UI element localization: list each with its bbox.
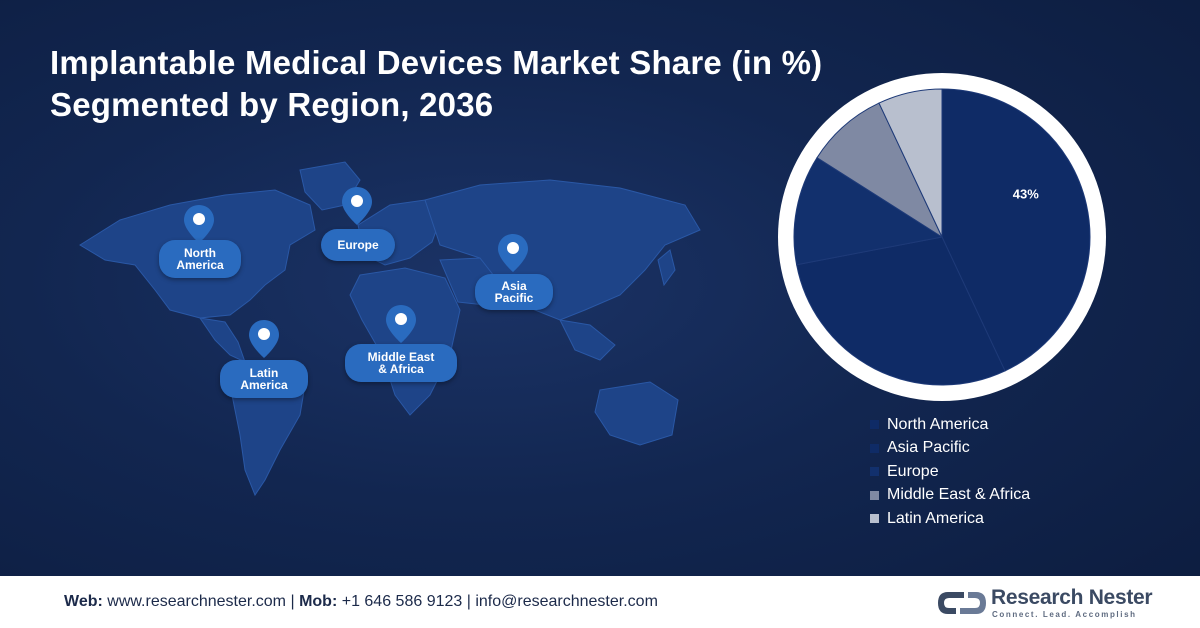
pin-icon-middle-east-africa — [386, 305, 416, 343]
legend-swatch — [870, 514, 879, 524]
legend-item-north-america: North America — [870, 413, 1170, 437]
latin-america-label-line-2: America — [240, 378, 288, 392]
map-japan — [657, 249, 676, 287]
research-nester-logo: Research Nester Connect. Lead. Accomplis… — [936, 585, 1166, 621]
middle-east-africa-label-line-1: Middle East — [367, 350, 435, 364]
email-link[interactable]: info@researchnester.com — [475, 593, 658, 610]
legend-swatch — [870, 467, 879, 477]
latin-america-label-line-1: Latin — [249, 366, 279, 380]
map-central-america — [198, 317, 246, 363]
legend-item-asia-pacific: Asia Pacific — [870, 437, 1170, 461]
pie-slice-europe — [793, 157, 944, 266]
legend-label: Europe — [887, 462, 939, 480]
map-australia — [594, 381, 679, 446]
title-line-2: Segmented by Region, 2036 — [50, 86, 494, 123]
pie-slice-middle-east-and-africa — [816, 102, 944, 239]
legend-swatch — [870, 443, 879, 453]
title-line-1: Implantable Medical Devices Market Share… — [50, 44, 823, 81]
pie-slice-asia-pacific — [796, 236, 1006, 386]
region-label-asia-pacific: Asia Pacific — [475, 274, 553, 310]
footer-bar: Web: www.researchnester.com | Mob: +1 64… — [0, 576, 1200, 628]
asia-pacific-label-line-2: Pacific — [494, 291, 534, 305]
phone-number: +1 646 586 9123 — [341, 593, 463, 610]
pie-data-label-north-america: 43% — [1013, 186, 1039, 201]
logo-name: Research Nester — [991, 586, 1153, 609]
legend-label: Middle East & Africa — [887, 486, 1031, 504]
region-label-latin-america: Latin America — [220, 360, 308, 398]
pie-chart-container: 43% — [768, 72, 1118, 402]
legend-item-europe: Europe — [870, 460, 1170, 484]
pin-icon-north-america — [184, 205, 214, 243]
legend-label: North America — [887, 415, 989, 433]
pin-icon-latin-america — [249, 320, 279, 358]
north-america-label-line-2: America — [176, 258, 224, 272]
web-link[interactable]: www.researchnester.com — [107, 593, 286, 610]
region-label-europe: Europe — [321, 229, 395, 261]
pie-chart: 43% — [778, 73, 1106, 401]
pie-slice-north-america — [941, 88, 1091, 372]
pie-slice-latin-america — [878, 88, 943, 238]
web-label: Web: — [64, 593, 103, 610]
legend-label: Latin America — [887, 509, 984, 527]
legend-label: Asia Pacific — [887, 439, 970, 457]
asia-pacific-label-line-1: Asia — [501, 279, 527, 293]
region-label-north-america: North America — [159, 240, 241, 278]
logo-icon — [938, 592, 986, 614]
middle-east-africa-label-line-2: & Africa — [378, 362, 424, 376]
legend-swatch — [870, 490, 879, 500]
separator: | — [290, 593, 295, 610]
separator: | — [466, 593, 471, 610]
legend-swatch — [870, 420, 879, 430]
pin-icon-asia-pacific — [498, 234, 528, 272]
logo-tagline: Connect. Lead. Accomplish — [992, 610, 1137, 619]
region-label-middle-east-africa: Middle East & Africa — [345, 344, 457, 382]
europe-label-line-1: Europe — [337, 238, 379, 252]
legend-item-middle-east-and-africa: Middle East & Africa — [870, 484, 1170, 508]
chart-legend: North America Asia Pacific Europe Middle Ea… — [870, 413, 1170, 531]
north-america-label-line-1: North — [184, 246, 216, 260]
page-title: Implantable Medical Devices Market Share… — [50, 42, 822, 126]
mob-label: Mob: — [299, 593, 338, 610]
pin-icon-europe — [342, 187, 372, 225]
contact-info: Web: www.researchnester.com | Mob: +1 64… — [64, 593, 658, 611]
legend-item-latin-america: Latin America — [870, 507, 1170, 531]
map-southeast-asia — [559, 319, 616, 361]
